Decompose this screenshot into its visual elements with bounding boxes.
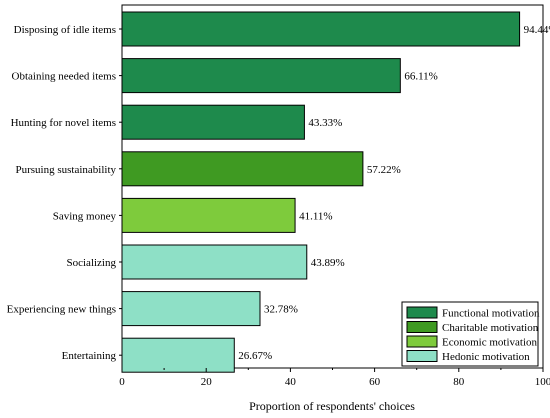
bar-value-label: 32.78% — [264, 304, 298, 316]
bar-2 — [121, 58, 401, 94]
legend-swatch — [406, 350, 438, 362]
bar-1 — [121, 11, 521, 47]
x-axis-ticks: 0 20 40 60 80 100 — [119, 368, 550, 388]
x-axis-title: Proportion of respondents' choices — [249, 399, 415, 413]
category-label: Saving money — [53, 210, 117, 222]
legend-label: Charitable motivation — [442, 322, 539, 334]
x-tick-label: 100 — [535, 376, 550, 388]
bar-value-label: 43.89% — [311, 257, 345, 269]
bar-8 — [121, 337, 235, 373]
category-label: Entertaining — [62, 350, 117, 362]
legend-label: Functional motivation — [442, 308, 540, 320]
bar-3 — [121, 104, 305, 140]
bar-value-label: 43.33% — [308, 117, 342, 129]
category-label: Socializing — [67, 257, 117, 269]
category-label: Disposing of idle items — [14, 24, 116, 36]
bars-group: 94.44% 66.11% 43.33% 57.22% 41.11% 43.89% 32.7… — [121, 11, 550, 373]
x-tick-label: 80 — [453, 376, 465, 388]
category-label: Experiencing new things — [7, 304, 116, 316]
category-label: Obtaining needed items — [12, 71, 116, 83]
legend-swatch — [406, 321, 438, 333]
category-labels: Disposing of idle items Obtaining needed … — [7, 24, 122, 362]
bar-value-label: 94.44% — [524, 24, 550, 36]
category-label: Hunting for novel items — [11, 117, 116, 129]
bar-6 — [121, 244, 308, 280]
bar-value-label: 66.11% — [404, 71, 438, 83]
bar-value-label: 26.67% — [238, 350, 272, 362]
x-tick-label: 20 — [201, 376, 213, 388]
bar-7 — [121, 291, 261, 327]
legend-swatch — [406, 306, 438, 319]
category-label: Pursuing sustainability — [15, 164, 116, 176]
x-tick-label: 40 — [285, 376, 297, 388]
legend-label: Hedonic motivation — [442, 351, 530, 363]
legend: Functional motivation Charitable motivati… — [401, 301, 540, 367]
bar-4 — [121, 151, 364, 187]
x-tick-label: 60 — [369, 376, 381, 388]
bar-value-label: 57.22% — [367, 164, 401, 176]
bar-value-label: 41.11% — [299, 210, 333, 222]
x-tick-label: 0 — [119, 376, 125, 388]
legend-label: Economic motivation — [442, 337, 538, 349]
legend-swatch — [406, 335, 438, 348]
bar-5 — [121, 197, 296, 233]
